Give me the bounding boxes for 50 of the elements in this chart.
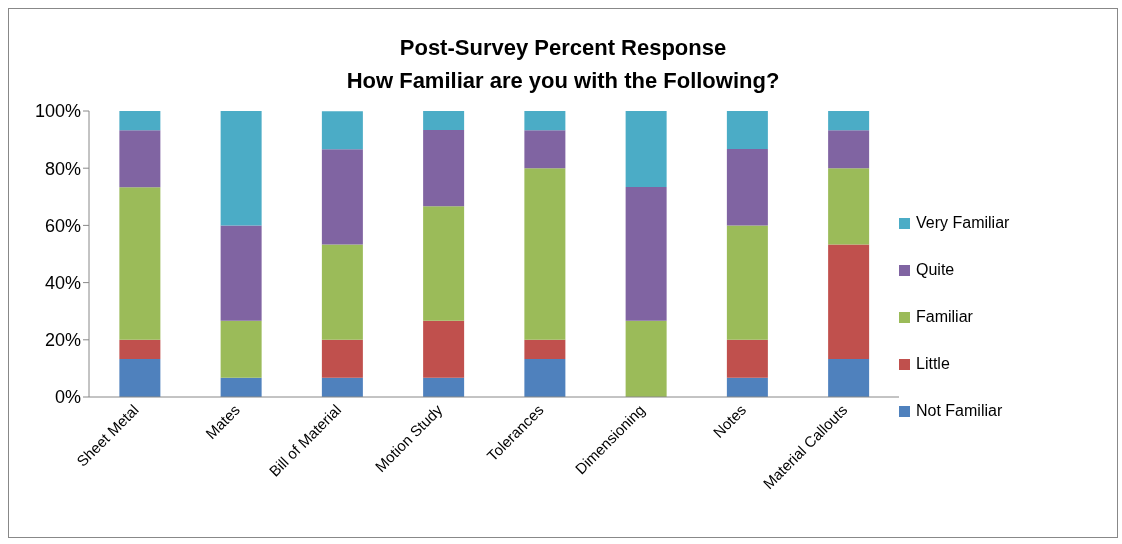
bar [726,339,768,378]
bar [625,320,667,397]
bar [423,320,465,378]
chart-title: Post-Survey Percent Response [398,34,728,62]
bar [119,130,161,188]
bar [321,149,363,245]
y-tick-label: 0% [54,387,81,408]
bar [625,111,667,188]
chart-subtitle: How Familiar are you with the Following? [345,67,781,95]
bar [524,168,566,340]
bar [423,206,465,321]
y-tick-label: 20% [44,330,81,351]
bar [726,377,768,397]
bar [220,111,262,226]
bar [828,168,870,245]
bar [726,111,768,150]
bar [625,187,667,321]
legend-label: Quite [916,261,955,279]
bar [726,149,768,226]
bar [321,377,363,397]
bar [119,111,161,131]
bar [828,111,870,131]
bar [321,111,363,150]
y-tick-label: 40% [44,272,81,293]
bar [321,244,363,340]
bar [119,187,161,340]
bar [119,339,161,359]
legend-label: Very Familiar [916,214,1010,232]
y-tick-label: 60% [44,215,81,236]
y-tick-label: 80% [44,158,81,179]
bar [220,320,262,378]
bar [321,339,363,378]
bar [828,244,870,359]
bar [220,225,262,321]
bar [220,377,262,397]
bar [524,339,566,359]
bar [726,225,768,340]
bar [423,129,465,207]
bar [524,358,566,397]
legend-label: Familiar [916,308,973,326]
bar [423,111,465,130]
bar [524,111,566,131]
bar [524,130,566,169]
bar [828,130,870,169]
bar [828,358,870,397]
bar [119,358,161,397]
bar [423,377,465,397]
y-tick-label: 100% [34,101,81,122]
legend-label: Not Familiar [916,402,1003,420]
legend-label: Little [916,355,950,373]
